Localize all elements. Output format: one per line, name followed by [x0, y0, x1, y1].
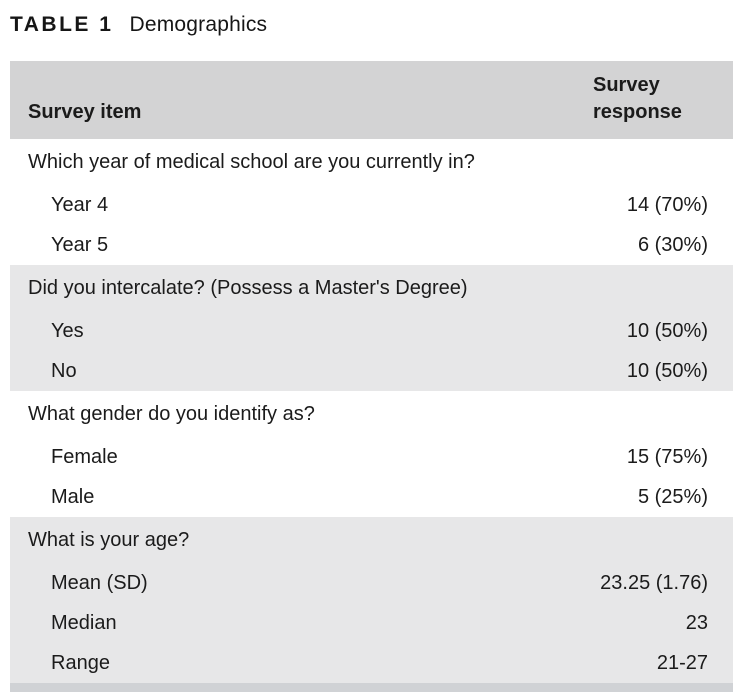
table-row: No 10 (50%)	[10, 351, 733, 391]
table-row: Range 21-27	[10, 643, 733, 683]
table-number: TABLE 1	[10, 13, 114, 36]
table-section: Which year of medical school are you cur…	[10, 139, 733, 265]
table-row: Mean (SD) 23.25 (1.76)	[10, 563, 733, 603]
table-bottom-rule	[10, 683, 733, 692]
question-row: What gender do you identify as?	[10, 391, 733, 437]
item-value: 23.25 (1.76)	[600, 572, 708, 594]
item-label: Year 5	[51, 234, 109, 256]
item-label: Year 4	[51, 194, 109, 216]
table-row: Median 23	[10, 603, 733, 643]
item-label: Yes	[51, 320, 84, 342]
question-row: What is your age?	[10, 517, 733, 563]
question-text: Did you intercalate? (Possess a Master's…	[28, 277, 468, 299]
question-text: What is your age?	[28, 529, 190, 551]
item-label: Range	[51, 652, 110, 674]
column-header-survey-item: Survey item	[28, 101, 142, 123]
item-value: 10 (50%)	[626, 320, 708, 342]
item-label: Median	[51, 612, 117, 634]
question-text: What gender do you identify as?	[28, 403, 315, 425]
table-row: Year 5 6 (30%)	[10, 225, 733, 265]
item-label: Male	[51, 486, 95, 508]
table-section: What gender do you identify as? Female 15 …	[10, 391, 733, 517]
table-row: Year 4 14 (70%)	[10, 185, 733, 225]
demographics-table: Survey item Survey response Which year o…	[10, 61, 733, 692]
column-header-survey-response: Survey response	[593, 74, 682, 123]
item-value: 14 (70%)	[626, 194, 708, 216]
page-title: Demographics	[129, 13, 268, 36]
item-label: Female	[51, 446, 118, 468]
table-body: Which year of medical school are you cur…	[10, 139, 733, 683]
item-value: 21-27	[656, 652, 708, 674]
item-label: Mean (SD)	[51, 572, 148, 594]
table-header-row: Survey item Survey response	[10, 61, 733, 139]
question-text: Which year of medical school are you cur…	[28, 151, 475, 173]
table-section: What is your age? Mean (SD) 23.25 (1.76) Me…	[10, 517, 733, 683]
table-caption: TABLE 1 Demographics	[10, 12, 733, 38]
item-value: 10 (50%)	[626, 360, 708, 382]
question-row: Which year of medical school are you cur…	[10, 139, 733, 185]
table-section: Did you intercalate? (Possess a Master's…	[10, 265, 733, 391]
table-row: Male 5 (25%)	[10, 477, 733, 517]
item-value: 6 (30%)	[637, 234, 708, 256]
item-value: 5 (25%)	[637, 486, 708, 508]
item-value: 23	[685, 612, 708, 634]
item-value: 15 (75%)	[626, 446, 708, 468]
table-row: Yes 10 (50%)	[10, 311, 733, 351]
item-label: No	[51, 360, 77, 382]
question-row: Did you intercalate? (Possess a Master's…	[10, 265, 733, 311]
table-row: Female 15 (75%)	[10, 437, 733, 477]
